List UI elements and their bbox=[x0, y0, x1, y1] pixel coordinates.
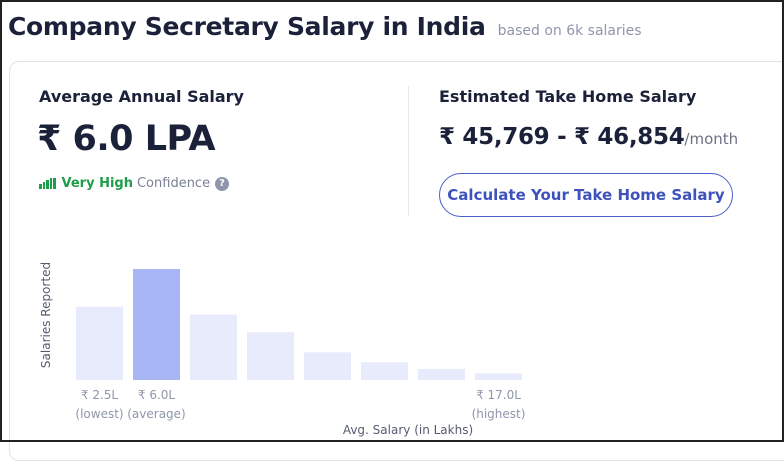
salary-bar-5 bbox=[304, 352, 351, 380]
x-tick-label: ₹ 2.5L bbox=[81, 388, 119, 402]
salary-bar-3 bbox=[190, 314, 237, 380]
take-home-unit: /month bbox=[684, 130, 739, 148]
x-tick-note: (highest) bbox=[472, 407, 526, 421]
take-home-range: ₹ 45,769 - ₹ 46,854 bbox=[439, 124, 685, 150]
salary-distribution-chart: ₹ 2.5L (lowest) ₹ 6.0L (average) ₹ 17.0L (hig… bbox=[39, 262, 526, 437]
confidence-level: Very High bbox=[61, 176, 133, 191]
confidence-indicator: Very High Confidence ? bbox=[39, 176, 230, 191]
page-header: Company Secretary Salary in India based … bbox=[8, 12, 642, 41]
x-tick-note: (average) bbox=[127, 407, 186, 421]
x-axis-label: Avg. Salary (in Lakhs) bbox=[343, 423, 473, 437]
calculate-take-home-button[interactable]: Calculate Your Take Home Salary bbox=[439, 173, 733, 217]
confidence-label: Confidence bbox=[136, 176, 211, 191]
average-salary-label: Average Annual Salary bbox=[39, 87, 244, 106]
salary-bar-2 bbox=[133, 269, 180, 380]
help-icon[interactable]: ? bbox=[215, 176, 230, 191]
salary-bar-8 bbox=[475, 373, 522, 380]
salary-bar-4 bbox=[247, 332, 294, 380]
take-home-value: ₹ 45,769 - ₹ 46,854 /month bbox=[439, 124, 738, 150]
section-divider bbox=[408, 86, 409, 216]
average-salary-value: ₹ 6.0 LPA bbox=[37, 119, 216, 159]
signal-strength-icon bbox=[39, 178, 56, 189]
salary-bar-1 bbox=[76, 306, 123, 380]
page-title: Company Secretary Salary in India bbox=[8, 12, 486, 41]
salary-card: Average Annual Salary ₹ 6.0 LPA Very Hig… bbox=[9, 61, 784, 461]
take-home-label: Estimated Take Home Salary bbox=[439, 87, 697, 106]
x-tick-label: ₹ 17.0L bbox=[476, 388, 521, 402]
salary-bar-7 bbox=[418, 368, 465, 380]
x-tick-note: (lowest) bbox=[75, 407, 123, 421]
x-tick-label: ₹ 6.0L bbox=[138, 388, 176, 402]
y-axis-label: Salaries Reported bbox=[39, 262, 53, 368]
salary-count-subtitle: based on 6k salaries bbox=[497, 23, 642, 39]
salary-bar-6 bbox=[361, 362, 408, 380]
